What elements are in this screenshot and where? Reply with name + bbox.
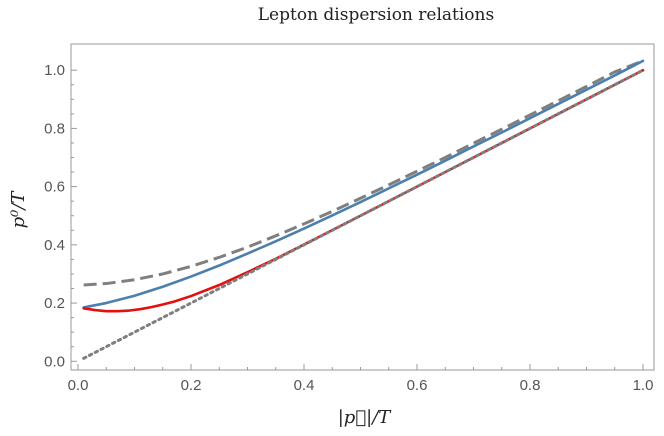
x-tick-label: 1.0: [633, 377, 654, 394]
blue-curve: [82, 59, 645, 309]
x-tick-label: 0.6: [407, 377, 428, 394]
y-tick-label: 0.4: [44, 237, 65, 254]
x-axis-ticks: 0.0 0.2 0.4 0.6 0.8 1.0: [68, 364, 654, 394]
dotted-gray-line: [82, 68, 645, 360]
y-tick-label: 0.8: [44, 120, 65, 137]
x-axis-label: |p⃗|/T: [338, 407, 393, 428]
y-tick-label: 0.2: [44, 295, 65, 312]
plot-frame: [70, 43, 655, 371]
y-tick-label: 0.6: [44, 179, 65, 196]
x-tick-label: 0.4: [294, 377, 315, 394]
dashed-gray-curve: [83, 59, 644, 287]
y-axis-ticks: 0.0 0.2 0.4 0.6 0.8 1.0: [44, 62, 77, 370]
x-tick-label: 0.2: [181, 377, 202, 394]
x-tick-label: 0.8: [520, 377, 541, 394]
series-layer: [82, 59, 645, 360]
y-tick-label: 0.0: [44, 353, 65, 370]
red-curve: [82, 68, 645, 313]
chart-title: Lepton dispersion relations: [258, 5, 494, 25]
y-axis-label: p⁰/T: [8, 190, 29, 229]
x-tick-label: 0.0: [68, 377, 89, 394]
y-tick-label: 1.0: [44, 62, 65, 79]
